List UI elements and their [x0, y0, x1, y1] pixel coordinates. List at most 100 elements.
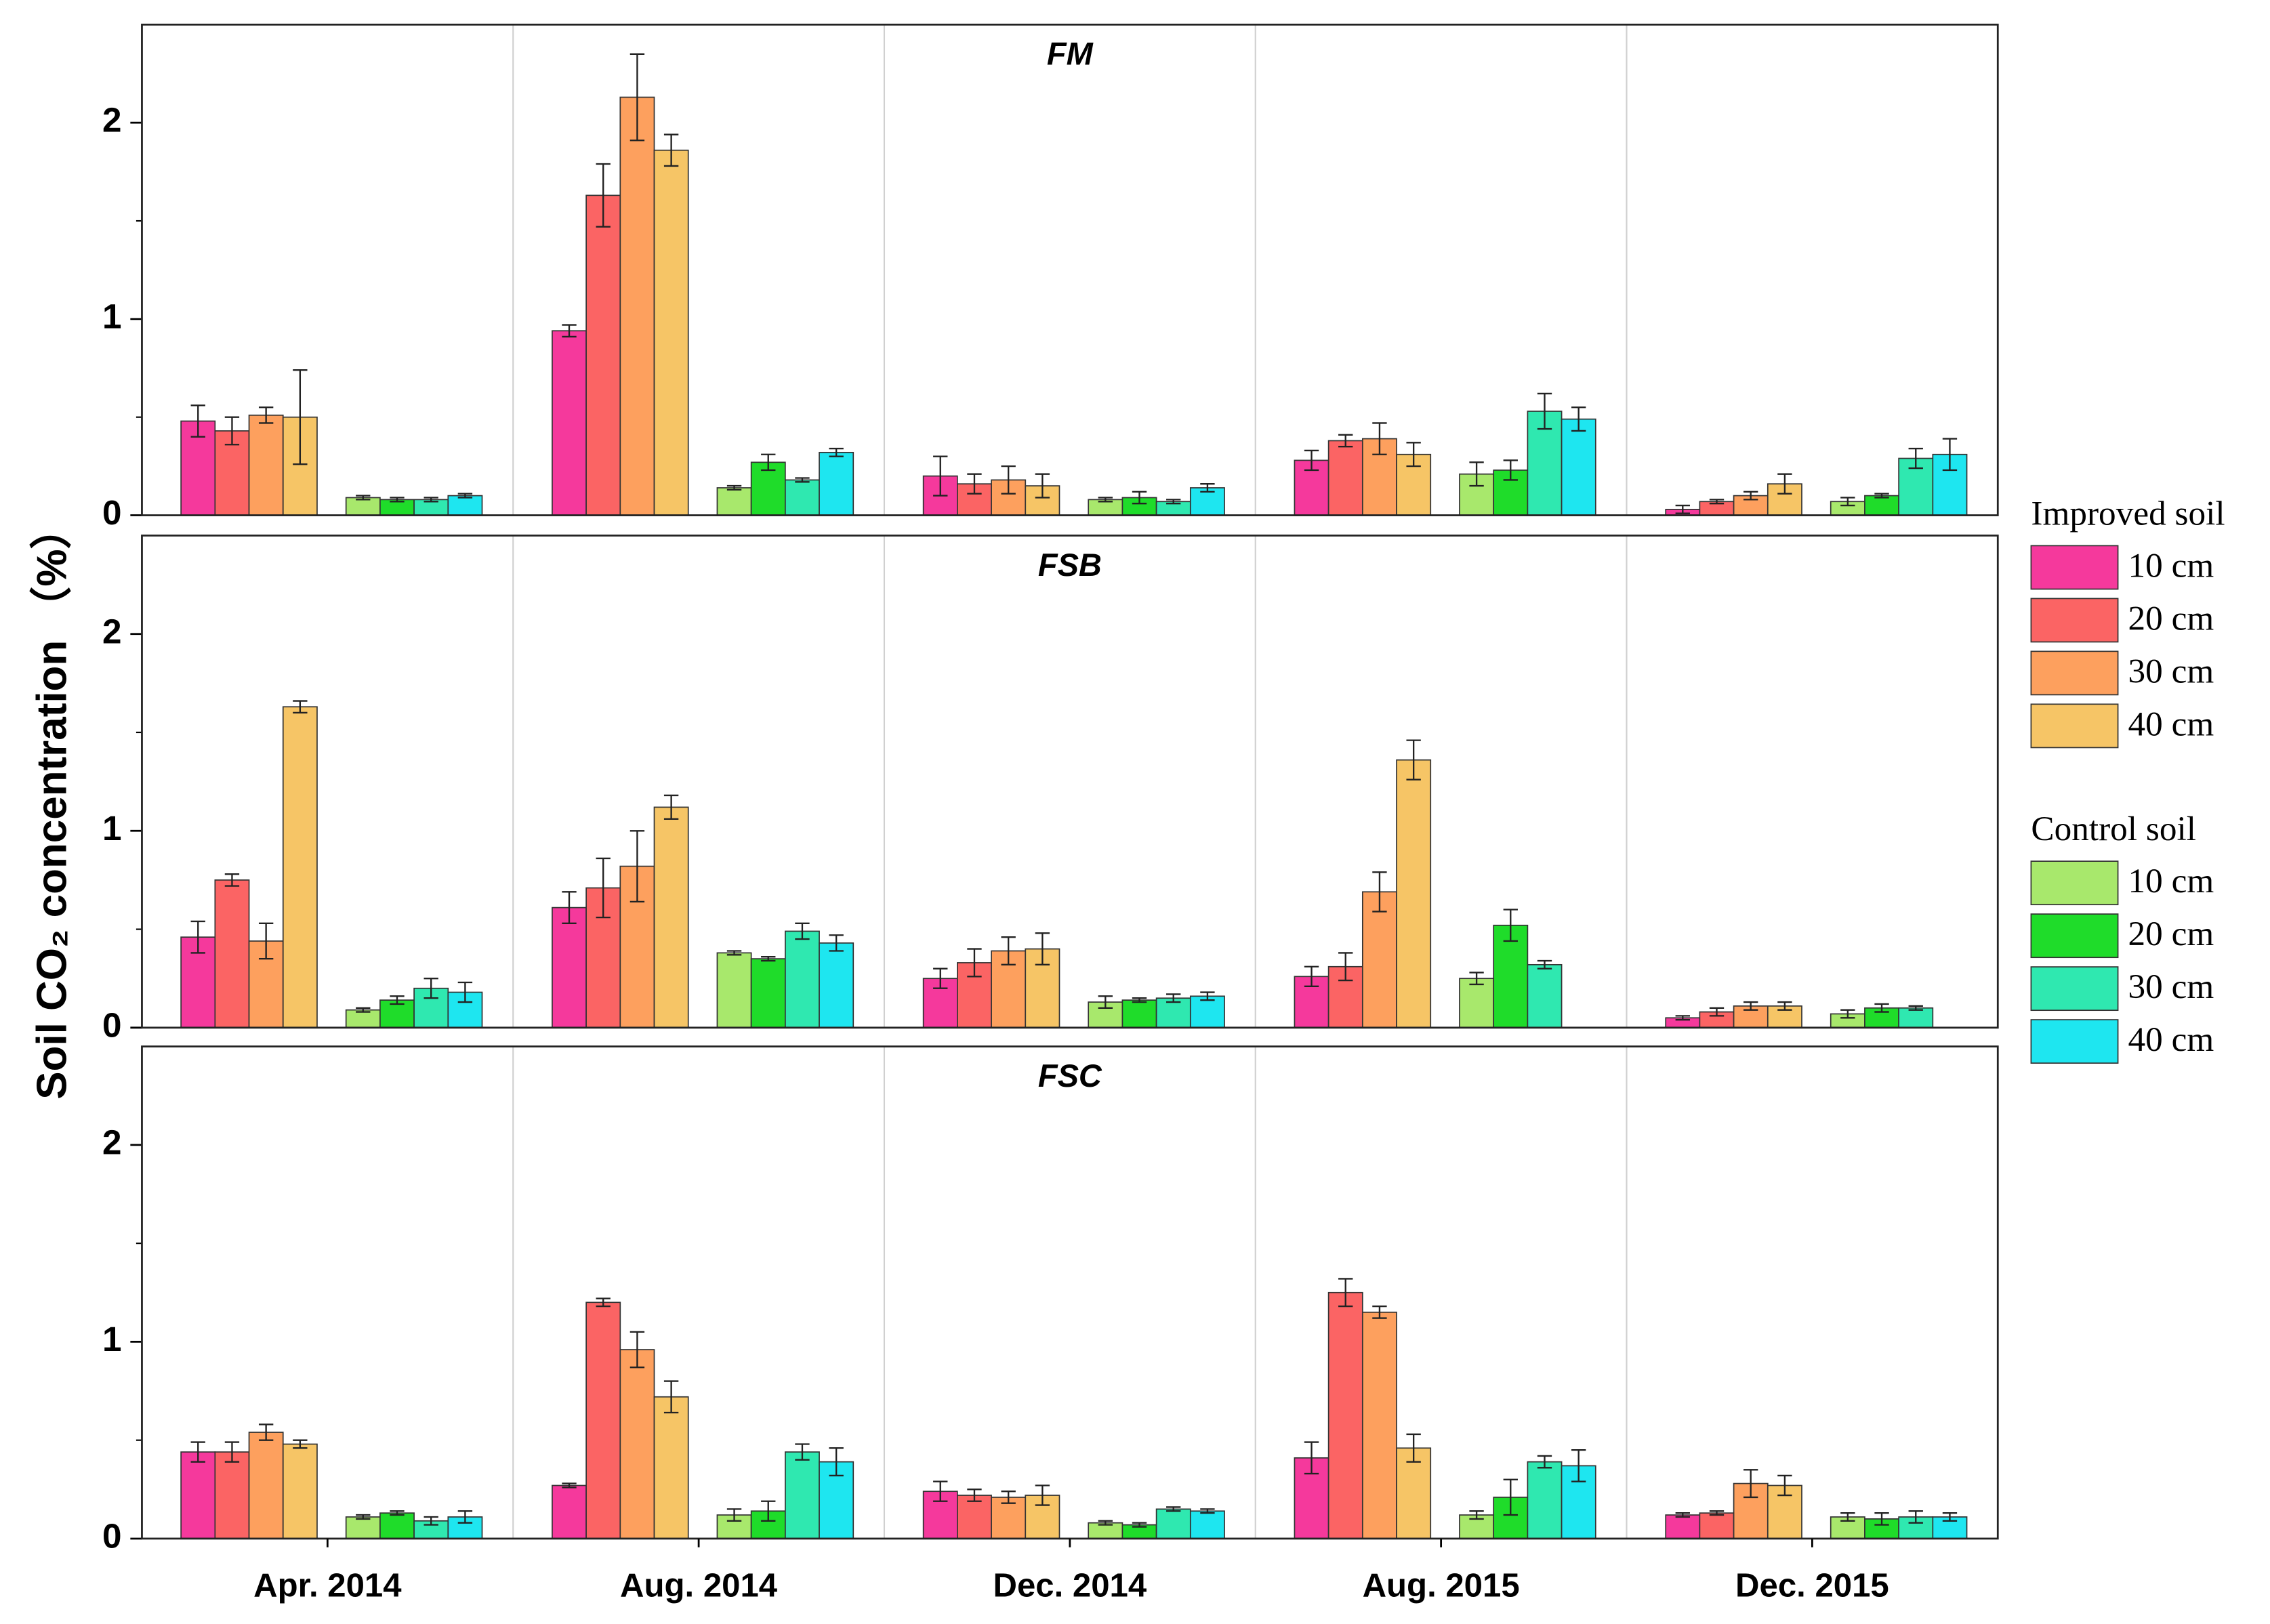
error-bar: [1537, 1455, 1552, 1469]
error-bar: [1406, 442, 1421, 467]
error-bar: [1709, 499, 1725, 505]
error-bar: [1304, 965, 1319, 987]
error-bar: [933, 455, 948, 497]
error-bar: [1840, 1009, 1855, 1019]
panel-frame: [141, 535, 1999, 1029]
legend-swatch: [2030, 966, 2119, 1012]
error-bar: [1338, 1278, 1353, 1308]
error-bar: [1709, 1007, 1725, 1017]
error-bar: [356, 495, 371, 501]
error-bar: [424, 497, 438, 503]
legend-title: Control soil: [2031, 810, 2196, 848]
y-axis-label: Soil CO₂ concentration （%）: [28, 507, 76, 1100]
error-bar: [224, 873, 240, 887]
y-tick-label: 0: [102, 1517, 122, 1556]
x-tick-label: Apr. 2014: [253, 1568, 402, 1604]
panel-frame: [141, 1045, 1999, 1540]
error-bar: [1001, 936, 1016, 966]
bar: [819, 942, 854, 1028]
panel-title: FSB: [1038, 547, 1102, 583]
error-bar: [390, 995, 405, 1005]
error-bar: [1469, 972, 1484, 986]
error-bar: [1098, 1520, 1113, 1526]
error-bar: [1908, 447, 1923, 470]
bar: [1527, 1461, 1563, 1539]
error-bar: [829, 1447, 844, 1477]
error-bar: [967, 1488, 982, 1502]
error-bar: [630, 830, 645, 903]
legend-swatch: [2030, 913, 2119, 959]
error-bar: [1200, 1508, 1215, 1514]
error-bar: [726, 1508, 742, 1522]
error-bar: [190, 404, 205, 438]
panel-frame: [141, 23, 1999, 516]
error-bar: [356, 1514, 371, 1520]
bar: [619, 96, 655, 516]
bar: [552, 907, 587, 1028]
error-bar: [1743, 491, 1758, 501]
error-bar: [795, 922, 810, 940]
error-bar: [1132, 491, 1147, 505]
bar: [282, 1443, 318, 1539]
error-bar: [1874, 493, 1889, 499]
error-bar: [1469, 1510, 1484, 1520]
bar: [785, 479, 820, 516]
legend-swatch: [2030, 1019, 2119, 1064]
legend-label: 40 cm: [2128, 1020, 2214, 1059]
error-bar: [1001, 1491, 1016, 1504]
error-bar: [1874, 1512, 1889, 1526]
bar: [1527, 963, 1563, 1028]
error-bar: [457, 493, 473, 499]
legend-label: 10 cm: [2128, 546, 2214, 585]
error-bar: [1338, 434, 1353, 448]
error-bar: [457, 1510, 473, 1524]
legend-swatch: [2030, 860, 2119, 906]
error-bar: [1098, 995, 1113, 1009]
error-bar: [1537, 959, 1552, 970]
bar: [585, 1302, 621, 1539]
x-tick-label: Aug. 2014: [620, 1568, 778, 1604]
error-bar: [596, 163, 611, 228]
legend-swatch: [2030, 545, 2119, 590]
bar: [1361, 1311, 1397, 1539]
bar: [1864, 495, 1899, 516]
error-bar: [933, 967, 948, 989]
y-tick-label: 0: [102, 493, 122, 532]
error-bar: [1675, 1512, 1690, 1518]
legend-label: 10 cm: [2128, 862, 2214, 900]
bar: [214, 879, 250, 1028]
error-bar: [663, 794, 679, 820]
error-bar: [1503, 909, 1518, 942]
error-bar: [663, 133, 679, 167]
bar: [1493, 924, 1529, 1028]
error-bar: [1571, 1449, 1586, 1482]
error-bar: [795, 1443, 810, 1461]
error-bar: [258, 407, 274, 424]
legend-swatch: [2030, 703, 2119, 749]
error-bar: [1338, 952, 1353, 982]
bar: [1121, 999, 1157, 1028]
error-bar: [390, 1510, 405, 1516]
error-bar: [1372, 422, 1387, 455]
legend-swatch: [2030, 650, 2119, 696]
legend-swatch: [2030, 598, 2119, 643]
error-bar: [224, 1441, 240, 1463]
y-tick-label: 2: [102, 1123, 122, 1161]
bar: [345, 1516, 381, 1539]
bar: [653, 1396, 689, 1539]
error-bar: [1743, 1001, 1758, 1011]
error-bar: [1537, 392, 1552, 430]
bar: [585, 194, 621, 516]
bar: [180, 1451, 216, 1539]
error-bar: [190, 1441, 205, 1463]
error-bar: [1372, 1305, 1387, 1319]
error-bar: [1908, 1510, 1923, 1524]
bar: [1396, 759, 1432, 1028]
bar: [282, 706, 318, 1028]
error-bar: [293, 369, 308, 465]
bar: [1699, 1512, 1735, 1539]
error-bar: [829, 934, 844, 952]
bar: [447, 495, 483, 516]
